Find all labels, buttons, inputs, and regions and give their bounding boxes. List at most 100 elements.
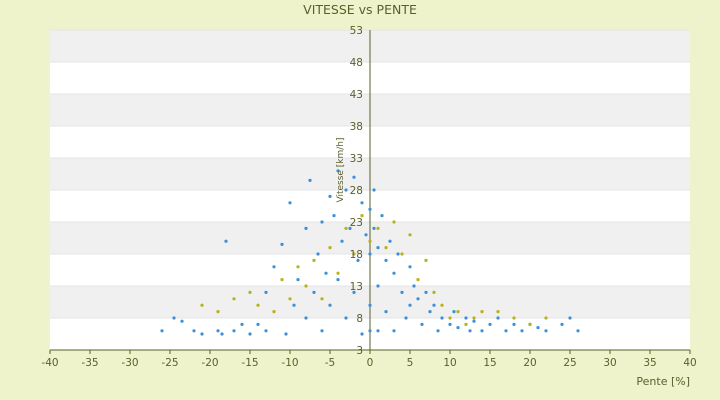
tick-labels: -40 -35 -30 -25 -20 -15 -10 -5 0 5 10 15 20 25 30 35 40 3…: [41, 25, 696, 369]
x-tick-label: -10: [281, 357, 298, 369]
data-point: [324, 271, 328, 275]
data-point: [452, 310, 456, 314]
data-point: [256, 322, 260, 326]
data-point: [336, 169, 340, 173]
data-point: [392, 329, 396, 333]
x-tick-label: 15: [483, 357, 496, 369]
data-point: [288, 201, 292, 205]
data-point: [180, 319, 184, 323]
data-point: [416, 297, 420, 301]
data-point: [372, 188, 376, 192]
data-point: [456, 326, 460, 330]
data-point: [352, 252, 356, 256]
data-point: [288, 297, 292, 301]
data-point: [384, 246, 388, 250]
data-point: [360, 201, 364, 205]
x-tick-label: 20: [523, 357, 536, 369]
y-tick-label: 28: [350, 185, 363, 197]
data-point: [224, 239, 228, 243]
data-points: [160, 169, 580, 336]
data-point: [256, 303, 260, 307]
x-tick-label: 35: [643, 357, 656, 369]
data-point: [220, 332, 224, 336]
data-point: [192, 329, 196, 333]
data-point: [440, 316, 444, 320]
x-tick-label: 30: [603, 357, 616, 369]
data-point: [544, 329, 548, 333]
data-point: [512, 316, 516, 320]
x-tick-label: -15: [241, 357, 258, 369]
data-point: [544, 316, 548, 320]
data-point: [368, 252, 372, 256]
data-point: [352, 290, 356, 294]
data-point: [308, 178, 312, 182]
data-point: [328, 303, 332, 307]
data-point: [344, 226, 348, 230]
data-point: [416, 278, 420, 282]
y-tick-label: 38: [350, 121, 363, 133]
data-point: [216, 310, 220, 314]
data-point: [448, 316, 452, 320]
data-point: [400, 290, 404, 294]
data-point: [512, 322, 516, 326]
y-tick-label: 23: [350, 217, 363, 229]
data-point: [528, 322, 532, 326]
data-point: [464, 316, 468, 320]
data-point: [340, 239, 344, 243]
data-point: [304, 226, 308, 230]
y-tick-label: 48: [350, 57, 363, 69]
x-tick-label: 25: [563, 357, 576, 369]
data-point: [504, 329, 508, 333]
data-point: [432, 303, 436, 307]
data-point: [348, 226, 352, 230]
data-point: [200, 303, 204, 307]
x-tick-label: 10: [443, 357, 456, 369]
data-point: [376, 226, 380, 230]
x-axis-label: Pente [%]: [636, 375, 690, 388]
data-point: [400, 252, 404, 256]
data-point: [420, 322, 424, 326]
data-point: [232, 329, 236, 333]
chart-title: VITESSE vs PENTE: [303, 2, 417, 17]
data-point: [440, 303, 444, 307]
data-point: [356, 258, 360, 262]
data-point: [456, 310, 460, 314]
data-point: [272, 310, 276, 314]
data-point: [560, 322, 564, 326]
y-tick-label: 3: [356, 345, 363, 357]
data-point: [496, 316, 500, 320]
data-point: [320, 329, 324, 333]
data-point: [384, 258, 388, 262]
data-point: [368, 239, 372, 243]
data-point: [488, 322, 492, 326]
data-point: [396, 252, 400, 256]
data-point: [360, 332, 364, 336]
x-tick-label: -30: [121, 357, 138, 369]
data-point: [408, 265, 412, 269]
data-point: [464, 322, 468, 326]
data-point: [408, 303, 412, 307]
data-point: [328, 246, 332, 250]
data-point: [264, 329, 268, 333]
data-point: [172, 316, 176, 320]
data-point: [248, 290, 252, 294]
x-tick-label: 0: [367, 357, 374, 369]
x-tick-label: -40: [41, 357, 58, 369]
data-point: [280, 278, 284, 282]
data-point: [536, 326, 540, 330]
data-point: [240, 322, 244, 326]
data-point: [424, 258, 428, 262]
data-point: [336, 278, 340, 282]
data-point: [496, 310, 500, 314]
x-tick-label: 5: [407, 357, 414, 369]
data-point: [232, 297, 236, 301]
data-point: [428, 310, 432, 314]
data-point: [160, 329, 164, 333]
data-point: [320, 220, 324, 224]
data-point: [404, 316, 408, 320]
data-point: [304, 316, 308, 320]
data-point: [296, 265, 300, 269]
data-point: [388, 239, 392, 243]
